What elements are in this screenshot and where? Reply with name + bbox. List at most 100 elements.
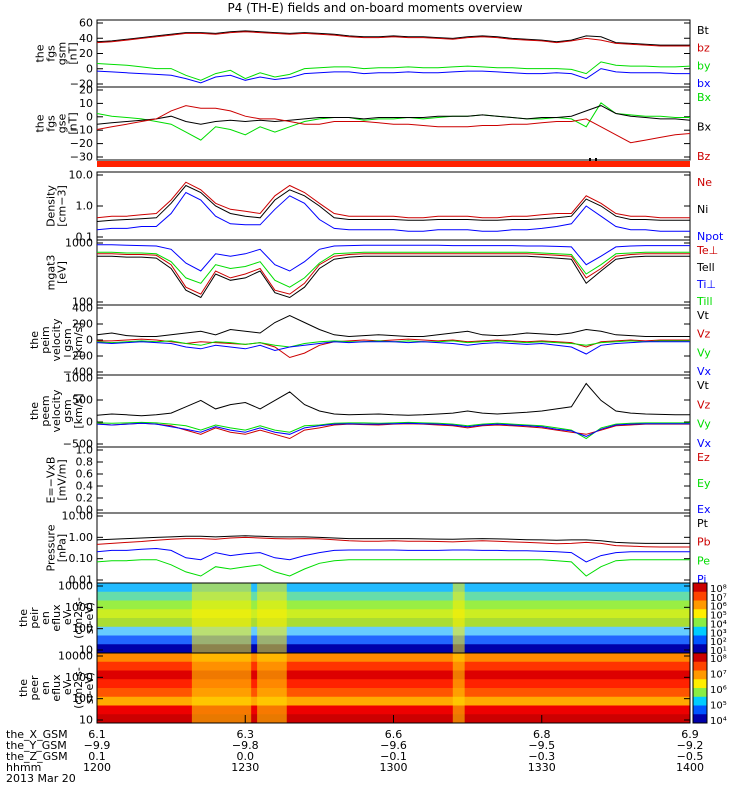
y-tick-label: 100 — [72, 692, 93, 705]
spectrogram-event — [257, 653, 287, 723]
ephemeris-value: 6.9 — [681, 728, 699, 741]
y-axis-label: [nPa] — [56, 534, 69, 562]
colorbar-tick-label: 10⁷ — [710, 593, 727, 604]
series-line-Till — [97, 251, 690, 288]
spectrogram-band — [97, 679, 690, 689]
colorbar-tick-label: 10⁴ — [710, 619, 727, 630]
panel-frame — [96, 239, 691, 306]
y-tick-label: 0.6 — [76, 468, 94, 481]
legend-entry: Ey — [697, 477, 711, 490]
spectrogram-band — [97, 583, 690, 593]
y-axis-label: en — [39, 681, 52, 695]
ephemeris-value: −0.5 — [677, 750, 704, 763]
legend-entry: Ni — [697, 203, 708, 216]
ephemeris-value: 6.1 — [88, 728, 106, 741]
ephemeris-value: 0.0 — [237, 750, 255, 763]
colorbar-8 — [692, 582, 708, 654]
ephemeris-value: 1200 — [83, 761, 111, 774]
y-axis-label: [km/s] — [72, 393, 85, 428]
y-tick-label: 60 — [79, 17, 93, 30]
ephemeris-row-label: the_Y_GSM — [6, 739, 67, 752]
y-tick-label: 0 — [86, 334, 93, 347]
y-tick-label: 1.00 — [69, 531, 94, 544]
colorbar-segment — [693, 705, 707, 715]
colorbar-segment — [693, 626, 707, 636]
spectrogram-9 — [97, 653, 690, 724]
series-line-Vz — [97, 338, 690, 359]
y-axis-label: eflux — [50, 674, 63, 702]
ephemeris-value: −9.9 — [84, 739, 111, 752]
y-tick-label: 0.1 — [76, 231, 94, 244]
legend-entry: Vz — [697, 328, 711, 341]
y-axis-label: sr-eV) — [83, 672, 96, 704]
spectrogram-event — [452, 653, 465, 723]
y-tick-label: 0.0 — [76, 504, 94, 517]
y-tick-label: 0.01 — [69, 574, 94, 587]
legend-entry: Vx — [697, 365, 712, 378]
legend-entry: Bx — [697, 121, 712, 134]
spectrogram-band — [97, 670, 690, 680]
ephemeris-value: −9.2 — [677, 739, 704, 752]
y-tick-label: −500 — [63, 438, 93, 451]
legend-entry: Pi — [697, 573, 706, 586]
panel-frame — [96, 446, 691, 514]
y-tick-label: −20 — [70, 78, 93, 91]
colorbar-tick-label: 10² — [710, 637, 727, 648]
y-axis-label: the — [17, 679, 30, 697]
spectrogram-band — [97, 600, 690, 610]
ephemeris-value: 1300 — [380, 761, 408, 774]
spectrogram-band — [97, 591, 690, 601]
colorbar-tick-label: 10³ — [710, 628, 727, 639]
ephemeris-value: −0.3 — [528, 750, 555, 763]
y-axis-label: [nT] — [67, 112, 80, 134]
y-axis-label: gse — [56, 114, 69, 134]
y-tick-label: 500 — [72, 394, 93, 407]
ephemeris-value: −9.6 — [380, 739, 407, 752]
y-axis-label: the — [28, 331, 41, 349]
legend-entry: Vy — [697, 346, 711, 359]
legend-entry: Ex — [697, 503, 711, 516]
series-line-Bt — [96, 30, 690, 46]
legend-entry: Vt — [697, 309, 710, 322]
colorbar-tick-label: 10⁴ — [710, 716, 727, 727]
y-tick-label: 10 — [79, 644, 93, 657]
y-tick-label: 10000 — [58, 650, 93, 663]
colorbar-tick-label: 10⁶ — [710, 602, 727, 613]
chart-title: P4 (TH-E) fields and on-board moments ov… — [227, 1, 523, 15]
panel-frame — [96, 19, 691, 88]
colorbar-segment — [693, 653, 707, 663]
y-axis-label: the — [34, 114, 47, 132]
y-axis-label: Density — [45, 185, 58, 227]
ephemeris-value: 1400 — [676, 761, 704, 774]
spectrogram-band — [97, 609, 690, 619]
y-tick-label: 0 — [86, 110, 93, 123]
ephemeris-row-label: hhmm — [6, 761, 41, 774]
series-line-Te⊥ — [97, 253, 690, 295]
y-tick-label: 100 — [72, 296, 93, 309]
spectrogram-8 — [97, 583, 690, 654]
spectrogram-event — [191, 653, 252, 723]
ephemeris-row-label: the_Z_GSM — [6, 750, 68, 763]
series-line-Bx — [96, 105, 691, 125]
spectrogram-band — [97, 618, 690, 628]
colorbar-segment — [693, 635, 707, 645]
ephemeris-value: −9.8 — [232, 739, 259, 752]
ephemeris-value: −0.1 — [380, 750, 407, 763]
colorbar-segment — [693, 583, 707, 593]
ephemeris-value: 6.8 — [533, 728, 551, 741]
y-tick-label: 40 — [79, 32, 93, 45]
y-axis-label: [km/s] — [72, 322, 85, 357]
y-tick-label: 20 — [79, 47, 93, 60]
series-line-Vx — [96, 422, 690, 437]
panel-frame — [96, 86, 691, 161]
colorbar-tick-label: 10⁶ — [710, 685, 727, 696]
colorbar-segment — [693, 688, 707, 698]
y-tick-label: 1.0 — [76, 200, 94, 213]
y-axis-label: the — [34, 44, 47, 62]
y-tick-label: 400 — [72, 302, 93, 315]
series-line-bz — [96, 31, 690, 47]
y-axis-label: E=−VxB — [45, 457, 58, 504]
colorbar-segment — [693, 618, 707, 628]
colorbar-segment — [693, 609, 707, 619]
